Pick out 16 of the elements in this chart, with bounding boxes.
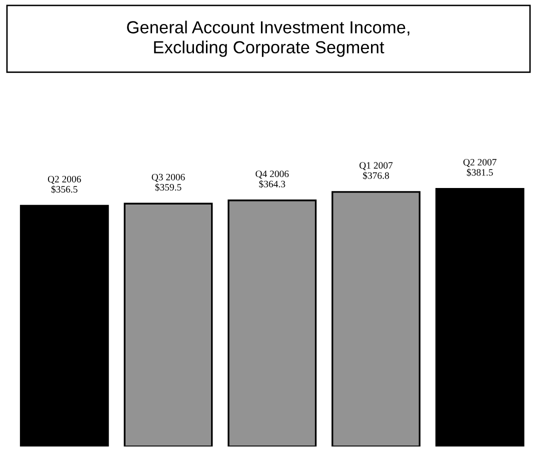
bar	[124, 202, 213, 446]
data-label: $381.5	[466, 168, 493, 176]
x-tick-label: Q4 2006	[256, 170, 289, 179]
data-label: $376.8	[363, 172, 389, 180]
bar	[20, 204, 109, 446]
x-tick-label: Q2 2006	[48, 176, 81, 184]
x-tick-label: Q2 2007	[463, 158, 496, 168]
bar	[332, 191, 420, 446]
x-tick-label: Q1 2007	[360, 162, 393, 170]
x-tick-label: Q3 2006	[152, 174, 185, 182]
data-label: $359.5	[155, 183, 182, 192]
chart-title: General Account Investment Income, Excluding Corporate Segment	[127, 20, 410, 57]
bar	[228, 200, 317, 446]
data-label: $364.3	[259, 180, 286, 188]
bar	[435, 188, 524, 446]
data-label: $356.5	[51, 185, 78, 194]
